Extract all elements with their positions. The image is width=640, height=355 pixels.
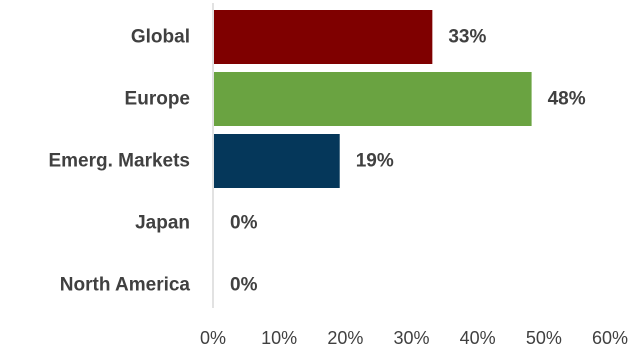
bar-europe xyxy=(214,72,532,126)
value-labels: 33% 48% 19% 0% 0% xyxy=(230,27,586,296)
category-label: North America xyxy=(60,275,191,296)
category-label: Emerg. Markets xyxy=(48,151,190,172)
x-tick-label: 60% xyxy=(592,328,628,348)
x-tick-label: 40% xyxy=(460,328,496,348)
value-label: 0% xyxy=(230,213,258,234)
x-tick-label: 20% xyxy=(327,328,363,348)
x-tick-label: 10% xyxy=(261,328,297,348)
x-tick-label: 30% xyxy=(393,328,429,348)
bars xyxy=(214,10,532,188)
category-labels: Global Europe Emerg. Markets Japan North Ame… xyxy=(48,27,190,296)
value-label: 33% xyxy=(448,27,486,48)
value-label: 0% xyxy=(230,275,258,296)
value-label: 19% xyxy=(356,151,394,172)
category-label: Japan xyxy=(135,213,190,234)
bar-emerg-markets xyxy=(214,134,340,188)
bar-global xyxy=(214,10,433,64)
x-axis-ticks: 0% 10% 20% 30% 40% 50% 60% xyxy=(200,328,628,348)
x-tick-label: 50% xyxy=(526,328,562,348)
value-label: 48% xyxy=(548,89,586,110)
category-label: Europe xyxy=(125,89,190,110)
x-tick-label: 0% xyxy=(200,328,226,348)
category-label: Global xyxy=(131,27,190,48)
